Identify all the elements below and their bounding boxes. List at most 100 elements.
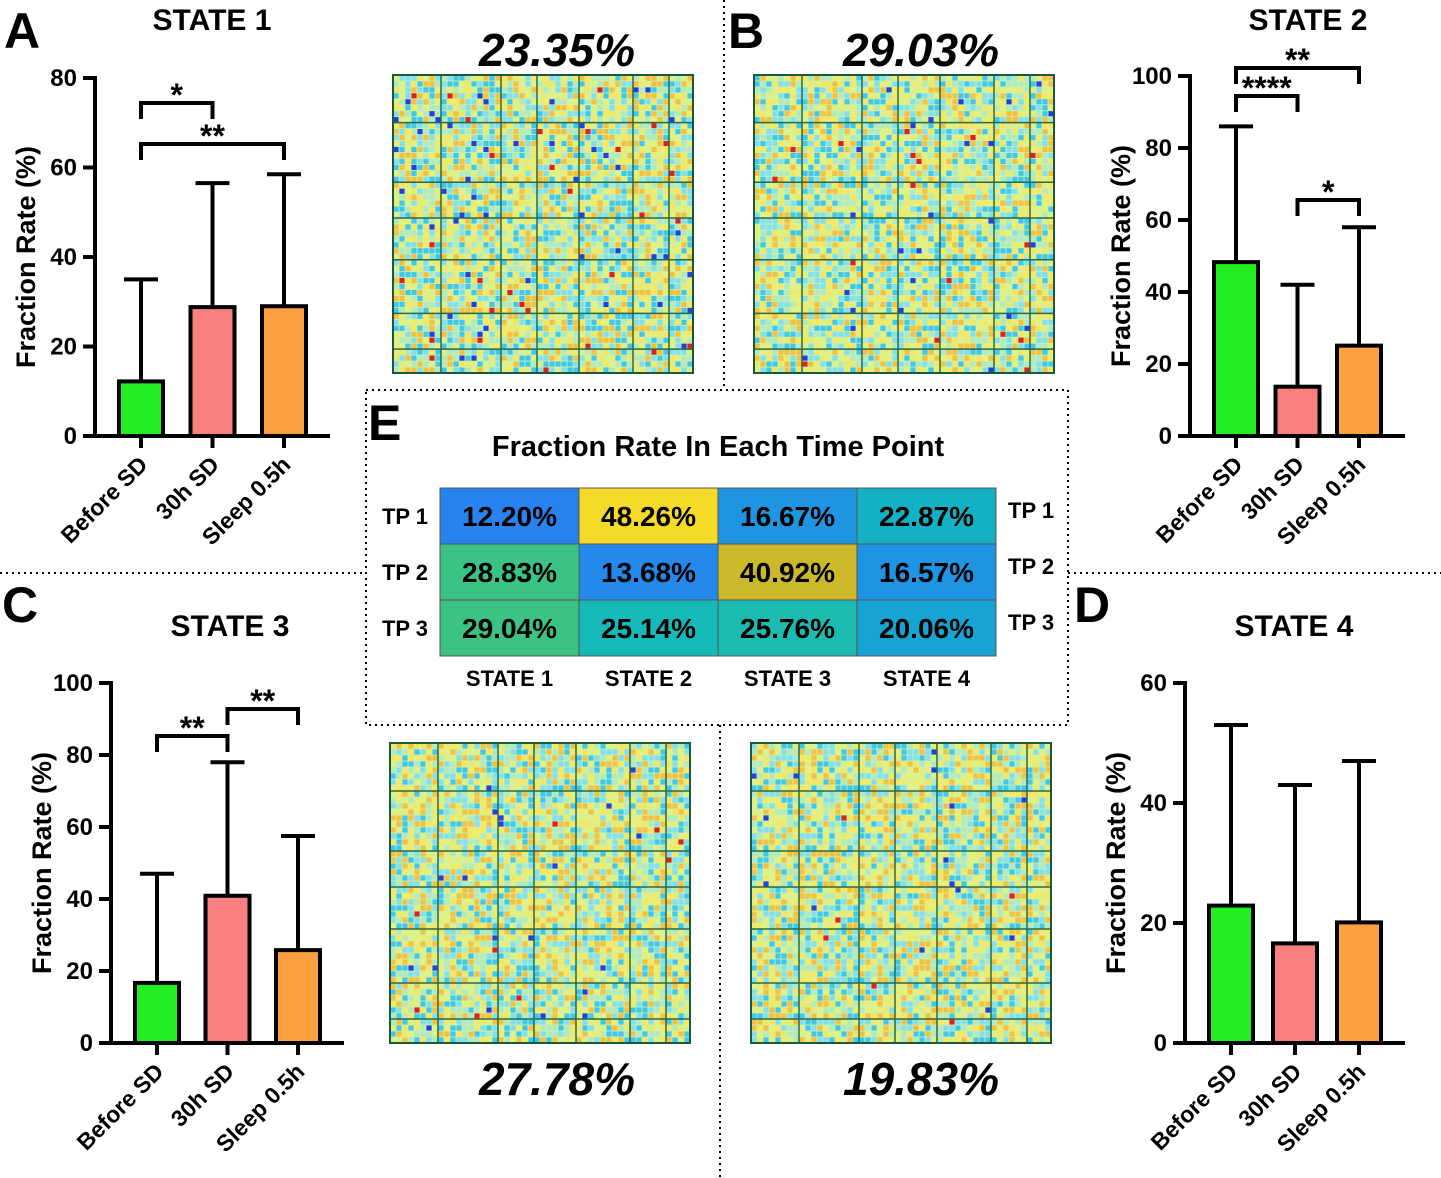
matrix-cell xyxy=(1030,81,1036,87)
matrix-cell xyxy=(946,170,952,176)
matrix-cell xyxy=(399,230,405,236)
matrix-cell xyxy=(555,343,561,349)
matrix-cell xyxy=(495,230,501,236)
matrix-cell xyxy=(603,212,609,218)
matrix-cell xyxy=(399,325,405,331)
matrix-cell xyxy=(537,266,543,272)
matrix-cell xyxy=(982,248,988,254)
matrix-cell xyxy=(441,123,447,129)
matrix-cell xyxy=(940,81,946,87)
matrix-cell xyxy=(838,289,844,296)
matrix-cell xyxy=(477,361,483,367)
matrix-cell xyxy=(561,331,567,337)
matrix-cell xyxy=(808,81,814,87)
matrix-cell xyxy=(862,230,868,236)
matrix-cell xyxy=(928,176,934,182)
matrix-cell xyxy=(561,289,567,296)
matrix-cell xyxy=(519,272,525,278)
matrix-cell xyxy=(405,188,411,194)
matrix-cell xyxy=(970,236,976,242)
matrix-cell xyxy=(573,230,579,236)
matrix-cell xyxy=(1048,93,1054,99)
matrix-cell xyxy=(567,87,573,93)
matrix-cell xyxy=(651,301,657,308)
matrix-cell xyxy=(796,331,802,337)
matrix-cell xyxy=(1024,301,1030,308)
matrix-cell xyxy=(760,254,766,260)
matrix-cell xyxy=(964,361,970,367)
matrix-cell xyxy=(778,105,784,111)
matrix-cell xyxy=(868,278,874,284)
matrix-cell xyxy=(597,254,603,260)
matrix-cell xyxy=(766,289,772,296)
matrix-cell xyxy=(898,260,904,266)
matrix-cell xyxy=(784,236,790,242)
matrix-cell xyxy=(459,313,465,319)
matrix-cell xyxy=(1018,194,1024,200)
matrix-cell xyxy=(898,129,904,135)
matrix-cell xyxy=(543,319,549,325)
matrix-cell xyxy=(898,117,904,123)
matrix-cell xyxy=(555,272,561,278)
matrix-cell xyxy=(1012,164,1018,170)
matrix-cell xyxy=(435,224,441,230)
matrix-cell xyxy=(958,206,964,212)
matrix-cell xyxy=(543,355,549,361)
matrix-cell xyxy=(471,87,477,93)
matrix-cell xyxy=(519,170,525,176)
matrix-cell xyxy=(928,301,934,308)
matrix-cell xyxy=(681,105,687,111)
matrix-cell xyxy=(573,361,579,367)
matrix-cell xyxy=(880,361,886,367)
matrix-cell xyxy=(633,224,639,230)
matrix-cell xyxy=(784,129,790,135)
matrix-cell xyxy=(501,111,507,117)
matrix-cell xyxy=(826,158,832,164)
matrix-cell xyxy=(892,194,898,200)
matrix-cell xyxy=(808,289,814,296)
matrix-cell xyxy=(651,361,657,367)
matrix-cell xyxy=(489,254,495,260)
matrix-cell xyxy=(567,272,573,278)
matrix-cell xyxy=(483,194,489,200)
matrix-cell xyxy=(796,343,802,349)
matrix-cell xyxy=(946,176,952,182)
matrix-cell xyxy=(910,278,916,284)
matrix-cell xyxy=(615,349,621,355)
matrix-cell xyxy=(399,343,405,349)
matrix-cell xyxy=(531,337,537,343)
matrix-cell xyxy=(447,75,453,81)
matrix-cell xyxy=(681,224,687,230)
matrix-cell xyxy=(627,331,633,337)
matrix-cell xyxy=(531,284,537,290)
matrix-cell xyxy=(970,129,976,135)
matrix-cell xyxy=(519,295,525,302)
matrix-cell xyxy=(597,272,603,278)
matrix-cell xyxy=(621,313,627,319)
matrix-cell xyxy=(892,224,898,230)
matrix-cell xyxy=(525,188,531,194)
matrix-cell xyxy=(459,337,465,343)
matrix-cell xyxy=(838,93,844,99)
matrix-cell xyxy=(916,254,922,260)
matrix-cell xyxy=(880,349,886,355)
matrix-cell xyxy=(501,152,507,159)
matrix-cell xyxy=(483,325,489,331)
matrix-cell xyxy=(675,248,681,254)
matrix-cell xyxy=(423,230,429,236)
matrix-cell xyxy=(687,81,693,87)
matrix-cell xyxy=(573,206,579,212)
matrix-cell xyxy=(760,135,766,141)
matrix-cell xyxy=(501,307,507,313)
matrix-cell xyxy=(904,242,910,248)
matrix-cell xyxy=(838,152,844,159)
matrix-cell xyxy=(663,200,669,206)
matrix-cell xyxy=(892,182,898,188)
matrix-cell xyxy=(585,301,591,308)
matrix-cell xyxy=(874,129,880,135)
matrix-cell xyxy=(958,200,964,206)
matrix-cell xyxy=(639,152,645,159)
matrix-cell xyxy=(501,146,507,153)
matrix-cell xyxy=(886,325,892,331)
matrix-cell xyxy=(615,188,621,194)
